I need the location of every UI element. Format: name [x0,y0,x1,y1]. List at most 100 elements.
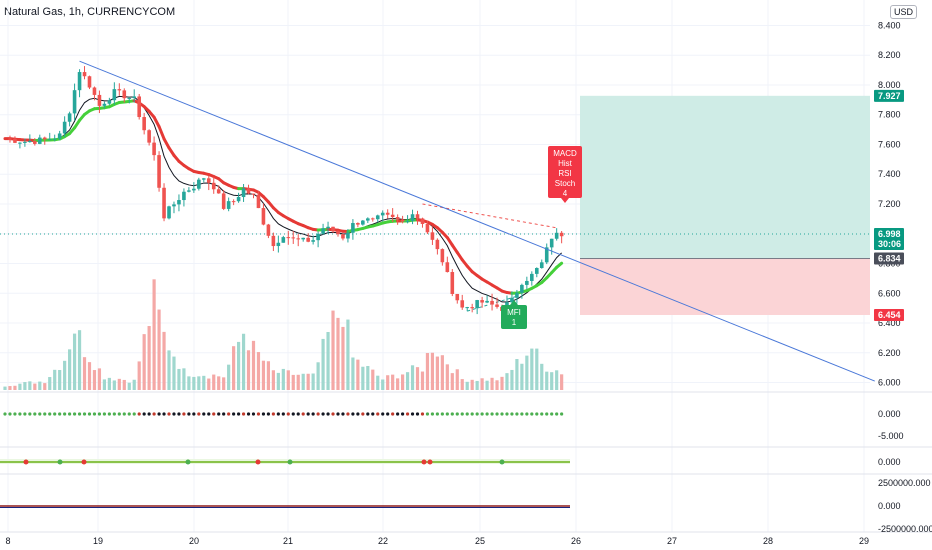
candle-body [475,300,479,309]
indicator-dot [410,412,415,416]
sell-tag-text: RSI [558,169,571,178]
candle-body [425,223,430,233]
candle-body [246,188,251,194]
indicator-dot [460,412,464,416]
candle-body [559,232,564,237]
volume-bar [485,380,489,390]
candle-body [77,72,82,91]
indicator-dot [68,412,72,416]
candle-body [97,94,102,106]
volume-bar [217,376,221,390]
indicator-dot [222,412,226,416]
indicator-dot [107,412,111,416]
candle-body [47,139,52,141]
candle-body [385,212,390,215]
volume-bar [142,334,146,390]
indicator-dot [326,412,330,416]
candle-body [231,201,236,203]
indicator-dot [540,412,544,416]
y-tick-label: 6.600 [878,288,901,298]
x-tick-label: 21 [283,536,293,546]
indicator-dot [261,412,266,416]
volume-bar [391,374,395,390]
indicator-dot [172,412,176,416]
volume-bar [286,370,290,390]
volume-bar [525,355,529,390]
indicator-dot [13,412,17,416]
sell-tag-box [548,146,582,198]
candle-body [157,155,161,188]
indicator-dot [366,412,370,416]
indicator-dot [455,412,459,416]
volume-bar [470,379,474,390]
candle-body [147,130,151,143]
indicator-dot [246,412,251,416]
indicator-dot [192,412,196,416]
volume-bar [33,383,37,390]
candle-body [8,138,12,140]
volume-bar [480,378,484,390]
indicator-dot [122,412,126,416]
volume-bar [475,380,479,390]
candle-body [42,137,47,140]
volume-bar [127,382,131,390]
indicator-dot [391,412,395,416]
candle-body [495,304,499,307]
indicator-dot [271,412,275,416]
indicator-dot [63,412,67,416]
indicator-dot [311,412,315,416]
candle-body [102,103,107,106]
volume-bar [495,380,499,390]
indicator-axis-label: 2500000.000 [878,478,931,488]
currency-badge[interactable]: USD [890,5,918,19]
volume-bar [112,380,116,390]
candle-body [117,89,122,91]
indicator-dot [495,412,499,416]
oscillator-marker [287,459,293,465]
oscillator-marker [427,459,433,465]
candle-body [455,293,460,301]
candle-body [167,206,171,219]
candle-body [177,200,181,205]
volume-bar [535,348,539,390]
volume-bar [107,377,111,390]
y-tick-label: 6.400 [878,318,901,328]
volume-bar [420,371,425,390]
volume-bar [236,341,241,390]
volume-bar [28,381,32,390]
indicator-dot [435,412,439,416]
candle-body [549,238,554,248]
candle-body [23,141,27,143]
candle-body [400,219,405,222]
indicator-dot [241,412,246,416]
candle-body [28,141,32,143]
candle-body [351,223,355,233]
target-price-tag-box [874,89,904,102]
entry-price-tag: 6.834 [874,252,904,265]
volume-bar [351,357,355,390]
buy-tag-text: MFI [507,308,521,317]
indicator-dot [82,412,87,416]
indicator-dot [356,412,360,416]
indicator-dot [331,412,335,416]
indicator-dot [530,412,534,416]
y-tick-label: 6.200 [878,348,901,358]
stop-price-tag: 6.454 [874,309,904,322]
volume-bar [296,374,300,390]
candle-body [331,226,335,232]
candle-body [206,178,211,183]
indicator-dot [465,412,469,416]
volume-bar [132,379,136,390]
target-price-tag-text: 7.927 [878,91,901,101]
candle-body [112,89,117,101]
indicator-dot [535,412,539,416]
volume-bar [177,368,181,390]
candle-body [92,87,97,95]
time-axis: 8 19 20 21 22 25 26 27 28 29 [5,536,869,546]
x-tick-label: 28 [763,536,773,546]
volume-bar [23,382,27,390]
candle-body [336,231,340,235]
indicator-dot [137,412,141,416]
indicator-dot [162,412,166,416]
